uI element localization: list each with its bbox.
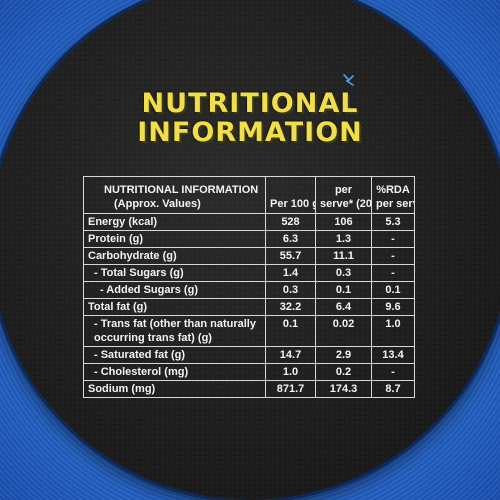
table-row: - Trans fat (other than naturally occurr… [83,315,415,347]
table-row: - Saturated fat (g) 14.7 2.9 13.4 [83,346,415,364]
title-line-1: NUTRITIONAL [141,88,359,119]
table-row: Carbohydrate (g) 55.7 11.1 - [83,247,415,265]
table-row: Sodium (mg) 871.7 174.3 8.7 [83,380,415,398]
nutrition-table: NUTRITIONAL INFORMATION (Approx. Values)… [83,176,415,398]
table-row: - Total Sugars (g) 1.4 0.3 - [83,264,415,282]
table-row: Protein (g) 6.3 1.3 - [83,230,415,248]
header-per-serve: per serve* (20 g) [315,176,372,214]
header-nutrient: NUTRITIONAL INFORMATION (Approx. Values) [83,176,266,214]
table-row: - Added Sugars (g) 0.3 0.1 0.1 [83,281,415,299]
table-row: Total fat (g) 32.2 6.4 9.6 [83,298,415,316]
title-line-2: INFORMATION [137,117,363,148]
sparkle-icon [343,74,354,86]
table-row: - Cholesterol (mg) 1.0 0.2 - [83,363,415,381]
header-rda: %RDA per serve [371,176,415,214]
table-row: Energy (kcal) 528 106 5.3 [83,213,415,231]
table-header-row: NUTRITIONAL INFORMATION (Approx. Values)… [83,176,415,214]
header-per-100g: Per 100 g [265,176,316,214]
